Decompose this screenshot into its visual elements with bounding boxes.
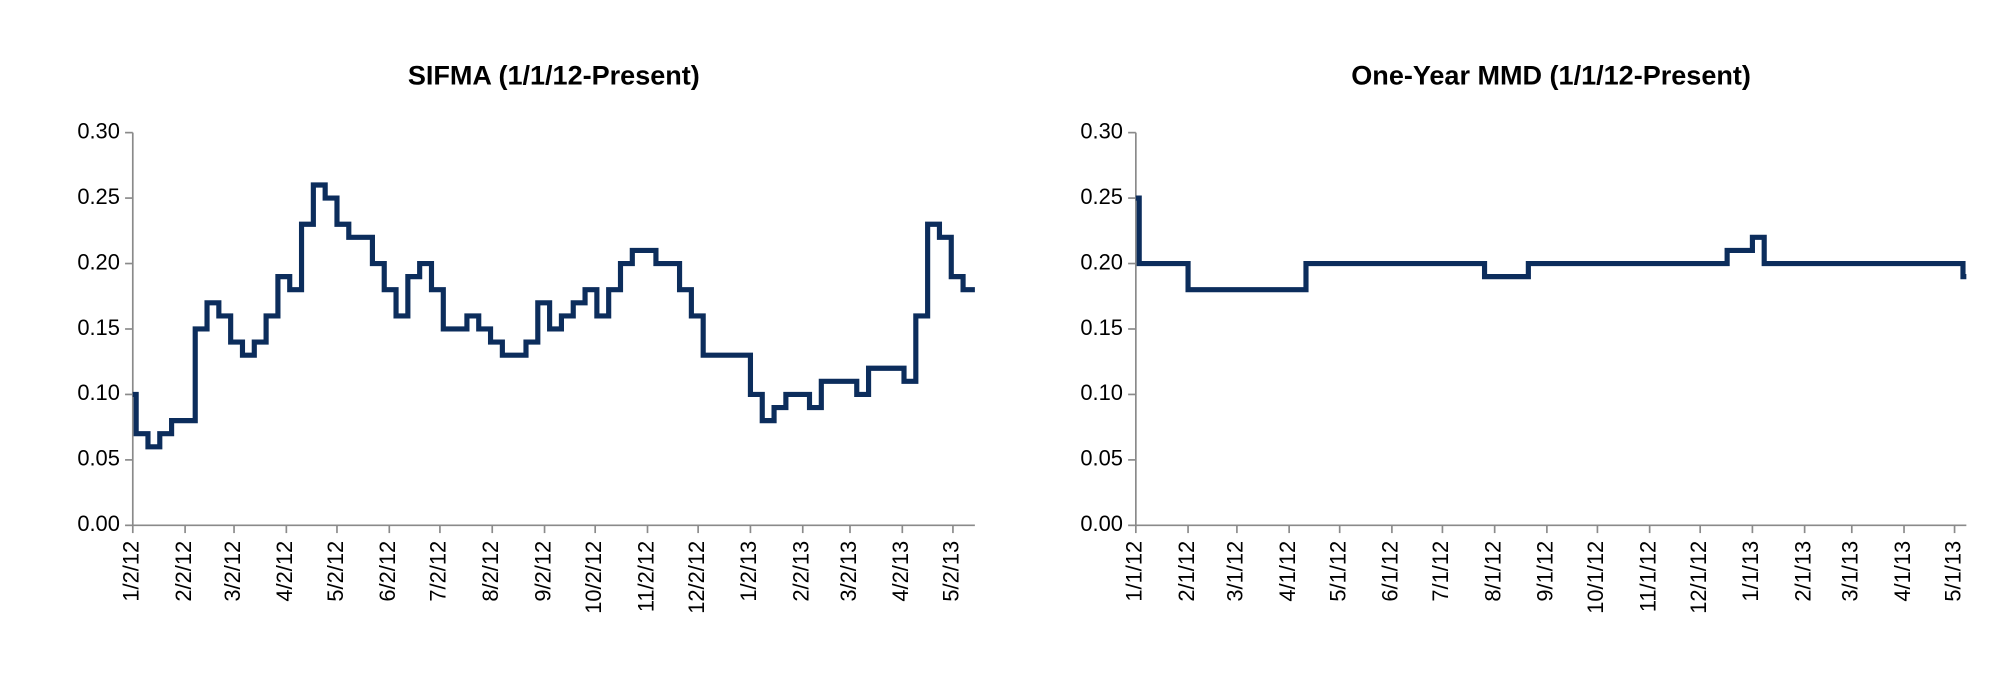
x-tick-label: 2/1/13	[1790, 541, 1815, 602]
y-tick-label: 0.10	[1080, 380, 1123, 405]
y-tick-label: 0.30	[77, 118, 120, 143]
y-tick-label: 0.20	[77, 249, 120, 274]
x-tick-label: 1/1/13	[1738, 541, 1763, 602]
x-tick-label: 10/1/12	[1583, 541, 1608, 614]
y-tick-label: 0.00	[77, 511, 120, 536]
x-tick-label: 4/1/12	[1275, 541, 1300, 602]
x-tick-label: 8/1/12	[1480, 541, 1505, 602]
y-tick-label: 0.15	[1080, 315, 1123, 340]
x-tick-label: 10/2/12	[581, 541, 606, 614]
x-tick-label: 5/1/13	[1940, 541, 1965, 602]
y-tick-label: 0.00	[1080, 511, 1123, 536]
x-tick-label: 11/2/12	[633, 541, 658, 612]
x-tick-label: 8/2/12	[478, 541, 503, 602]
x-tick-label: 2/2/12	[171, 541, 196, 602]
x-tick-label: 4/2/12	[272, 541, 297, 602]
x-tick-label: 5/1/12	[1325, 541, 1350, 602]
x-tick-label: 9/1/12	[1533, 541, 1558, 602]
y-tick-label: 0.30	[1080, 118, 1123, 143]
y-tick-label: 0.20	[1080, 249, 1123, 274]
x-tick-label: 9/2/12	[530, 541, 555, 602]
x-tick-label: 1/2/12	[119, 541, 144, 602]
chart-title: SIFMA (1/1/12-Present)	[408, 60, 700, 90]
x-tick-label: 6/2/12	[375, 541, 400, 602]
x-tick-label: 5/2/13	[939, 541, 964, 602]
x-tick-label: 3/1/13	[1838, 541, 1863, 602]
data-line	[132, 182, 975, 450]
y-tick-label: 0.10	[77, 380, 120, 405]
x-tick-label: 12/1/12	[1686, 541, 1711, 614]
x-tick-label: 4/1/13	[1890, 541, 1915, 602]
x-tick-label: 2/2/13	[789, 541, 814, 602]
y-tick-label: 0.25	[1080, 184, 1123, 209]
x-tick-label: 3/2/13	[836, 541, 861, 602]
x-tick-label: 2/1/12	[1174, 541, 1199, 602]
x-tick-label: 1/1/12	[1122, 541, 1147, 602]
x-tick-label: 4/2/13	[888, 541, 913, 602]
data-line	[1135, 195, 1967, 293]
x-tick-label: 6/1/12	[1378, 541, 1403, 602]
x-tick-label: 3/1/12	[1223, 541, 1248, 602]
x-tick-label: 11/1/12	[1635, 541, 1660, 612]
x-tick-label: 1/2/13	[736, 541, 761, 602]
x-tick-label: 7/2/12	[426, 541, 451, 602]
x-tick-label: 12/2/12	[684, 541, 709, 614]
y-tick-label: 0.05	[77, 446, 120, 471]
y-tick-label: 0.05	[1080, 446, 1123, 471]
x-tick-label: 3/2/12	[220, 541, 245, 602]
x-tick-label: 5/2/12	[323, 541, 348, 602]
x-tick-label: 7/1/12	[1428, 541, 1453, 602]
y-tick-label: 0.15	[77, 315, 120, 340]
y-tick-label: 0.25	[77, 184, 120, 209]
chart-title: One-Year MMD (1/1/12-Present)	[1351, 60, 1751, 90]
